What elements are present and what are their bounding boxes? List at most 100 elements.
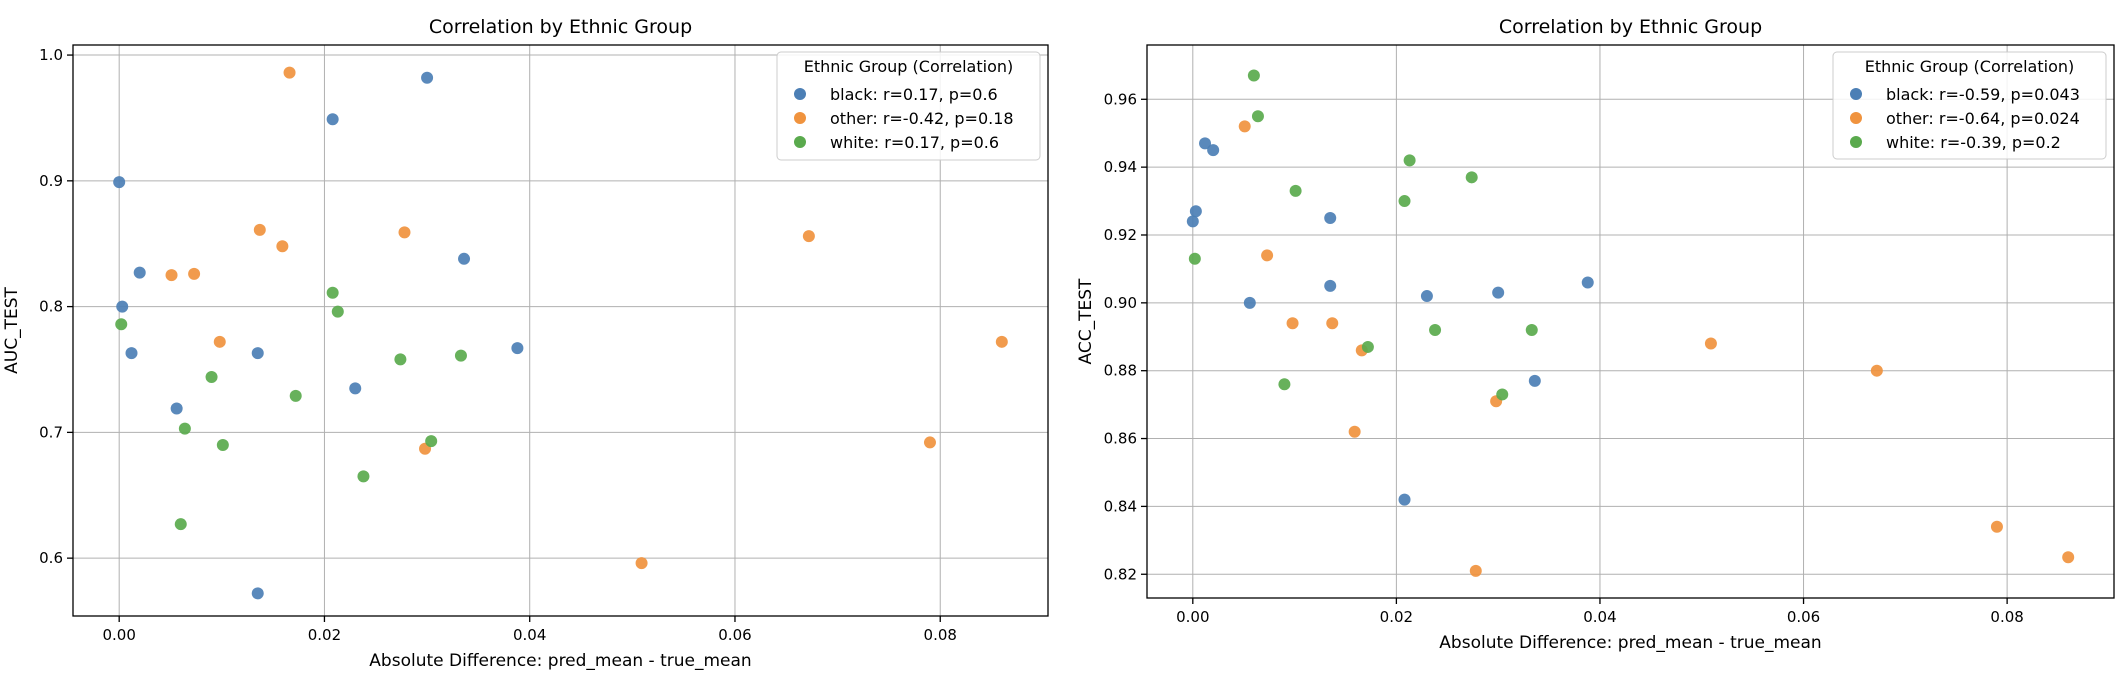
- series-1: [1186, 137, 1594, 506]
- data-point: [1348, 425, 1361, 438]
- data-point: [1704, 337, 1717, 350]
- y-tick-label: 0.86: [1104, 430, 1137, 448]
- data-point: [125, 347, 138, 360]
- x-axis-label: Absolute Difference: pred_mean - true_me…: [369, 651, 751, 671]
- x-tick-label: 0.04: [513, 626, 546, 644]
- data-point: [1326, 317, 1339, 330]
- data-point: [1247, 69, 1260, 82]
- data-point: [213, 335, 226, 348]
- data-point: [454, 349, 467, 362]
- grid: [1147, 45, 2114, 598]
- y-tick-label: 0.6: [39, 549, 63, 567]
- plot-frame: [1146, 44, 2115, 599]
- data-point: [2062, 551, 2075, 564]
- data-point: [116, 300, 129, 313]
- series-3: [115, 286, 467, 531]
- legend-entry: white: r=0.17, p=0.6: [830, 133, 999, 152]
- legend-marker: [794, 136, 806, 148]
- data-point: [1188, 252, 1201, 265]
- data-point: [1420, 290, 1433, 303]
- x-tick-label: 0.06: [718, 626, 751, 644]
- data-point: [1528, 374, 1541, 387]
- data-point: [251, 587, 264, 600]
- data-point: [1243, 296, 1256, 309]
- legend: Ethnic Group (Correlation) black: r=0.17,…: [776, 51, 1041, 161]
- data-point: [1398, 493, 1411, 506]
- legend-marker: [1850, 88, 1862, 100]
- y-tick-label: 0.7: [39, 423, 63, 441]
- data-point: [1261, 249, 1274, 262]
- data-point: [1324, 279, 1337, 292]
- data-point: [1189, 205, 1202, 218]
- x-tick-label: 0.00: [102, 626, 135, 644]
- legend-entry: other: r=-0.64, p=0.024: [1886, 109, 2080, 128]
- data-point: [1990, 520, 2003, 533]
- data-point: [1465, 171, 1478, 184]
- x-axis-label: Absolute Difference: pred_mean - true_me…: [1439, 633, 1821, 653]
- y-tick-label: 0.96: [1104, 90, 1137, 108]
- data-point: [1403, 154, 1416, 167]
- chart-panel-1: 0.00 0.02 0.04 0.06 0.08 0.6 0.7 0.8 0.9 1.0 Corre…: [2, 16, 1049, 671]
- legend-marker: [1850, 136, 1862, 148]
- y-tick-label: 0.82: [1104, 565, 1137, 583]
- data-point: [326, 286, 339, 299]
- legend-entry: black: r=-0.59, p=0.043: [1886, 85, 2080, 104]
- data-point: [1238, 120, 1251, 133]
- data-point: [1324, 212, 1337, 225]
- y-tick-label: 0.9: [39, 172, 63, 190]
- data-point: [1207, 144, 1220, 157]
- data-point: [398, 226, 411, 239]
- x-tick-label: 0.06: [1787, 608, 1820, 626]
- x-tick-label: 0.00: [1176, 608, 1209, 626]
- y-tick-label: 0.88: [1104, 362, 1137, 380]
- data-point: [511, 342, 524, 355]
- data-point: [394, 353, 407, 366]
- data-point: [165, 269, 178, 282]
- data-point: [923, 436, 936, 449]
- data-point: [216, 438, 229, 451]
- data-point: [283, 66, 296, 79]
- legend: Ethnic Group (Correlation) black: r=-0.59…: [1832, 51, 2107, 160]
- data-point: [1186, 215, 1199, 228]
- data-point: [1251, 110, 1264, 123]
- data-point: [113, 176, 126, 189]
- data-point: [425, 435, 438, 448]
- legend-entry: white: r=-0.39, p=0.2: [1886, 133, 2061, 152]
- legend-entry: other: r=-0.42, p=0.18: [830, 109, 1014, 128]
- data-point: [1286, 317, 1299, 330]
- chart-title: Correlation by Ethnic Group: [1499, 16, 1762, 38]
- data-point: [1496, 388, 1509, 401]
- legend-marker: [794, 112, 806, 124]
- legend-marker: [1850, 112, 1862, 124]
- data-point: [1429, 323, 1442, 336]
- x-tick-label: 0.02: [1380, 608, 1413, 626]
- x-tick-label: 0.02: [308, 626, 341, 644]
- x-tick-label: 0.08: [924, 626, 957, 644]
- data-point: [1581, 276, 1594, 289]
- data-point: [1870, 364, 1883, 377]
- data-point: [188, 267, 201, 280]
- data-point: [1278, 378, 1291, 391]
- data-point: [1361, 340, 1374, 353]
- data-point: [1492, 286, 1505, 299]
- data-point: [349, 382, 362, 395]
- data-point: [326, 113, 339, 126]
- series-2: [1238, 120, 2075, 577]
- y-tick-label: 0.90: [1104, 294, 1137, 312]
- data-point: [174, 518, 187, 531]
- data-point: [421, 71, 434, 84]
- y-axis-label: ACC_TEST: [1076, 278, 1096, 364]
- legend-box: [1832, 51, 2107, 160]
- data-point: [251, 347, 264, 360]
- data-point: [995, 335, 1008, 348]
- y-tick-label: 0.92: [1104, 226, 1137, 244]
- chart-title: Correlation by Ethnic Group: [429, 16, 692, 38]
- chart-panel-2: 0.00 0.02 0.04 0.06 0.08 0.82 0.84 0.86 0.88 0.90…: [1076, 16, 2115, 653]
- series-2: [165, 66, 1008, 570]
- series-3: [1188, 69, 1538, 401]
- data-point: [178, 422, 191, 435]
- data-point: [1469, 564, 1482, 577]
- y-tick-label: 0.84: [1104, 497, 1137, 515]
- data-point: [289, 389, 302, 402]
